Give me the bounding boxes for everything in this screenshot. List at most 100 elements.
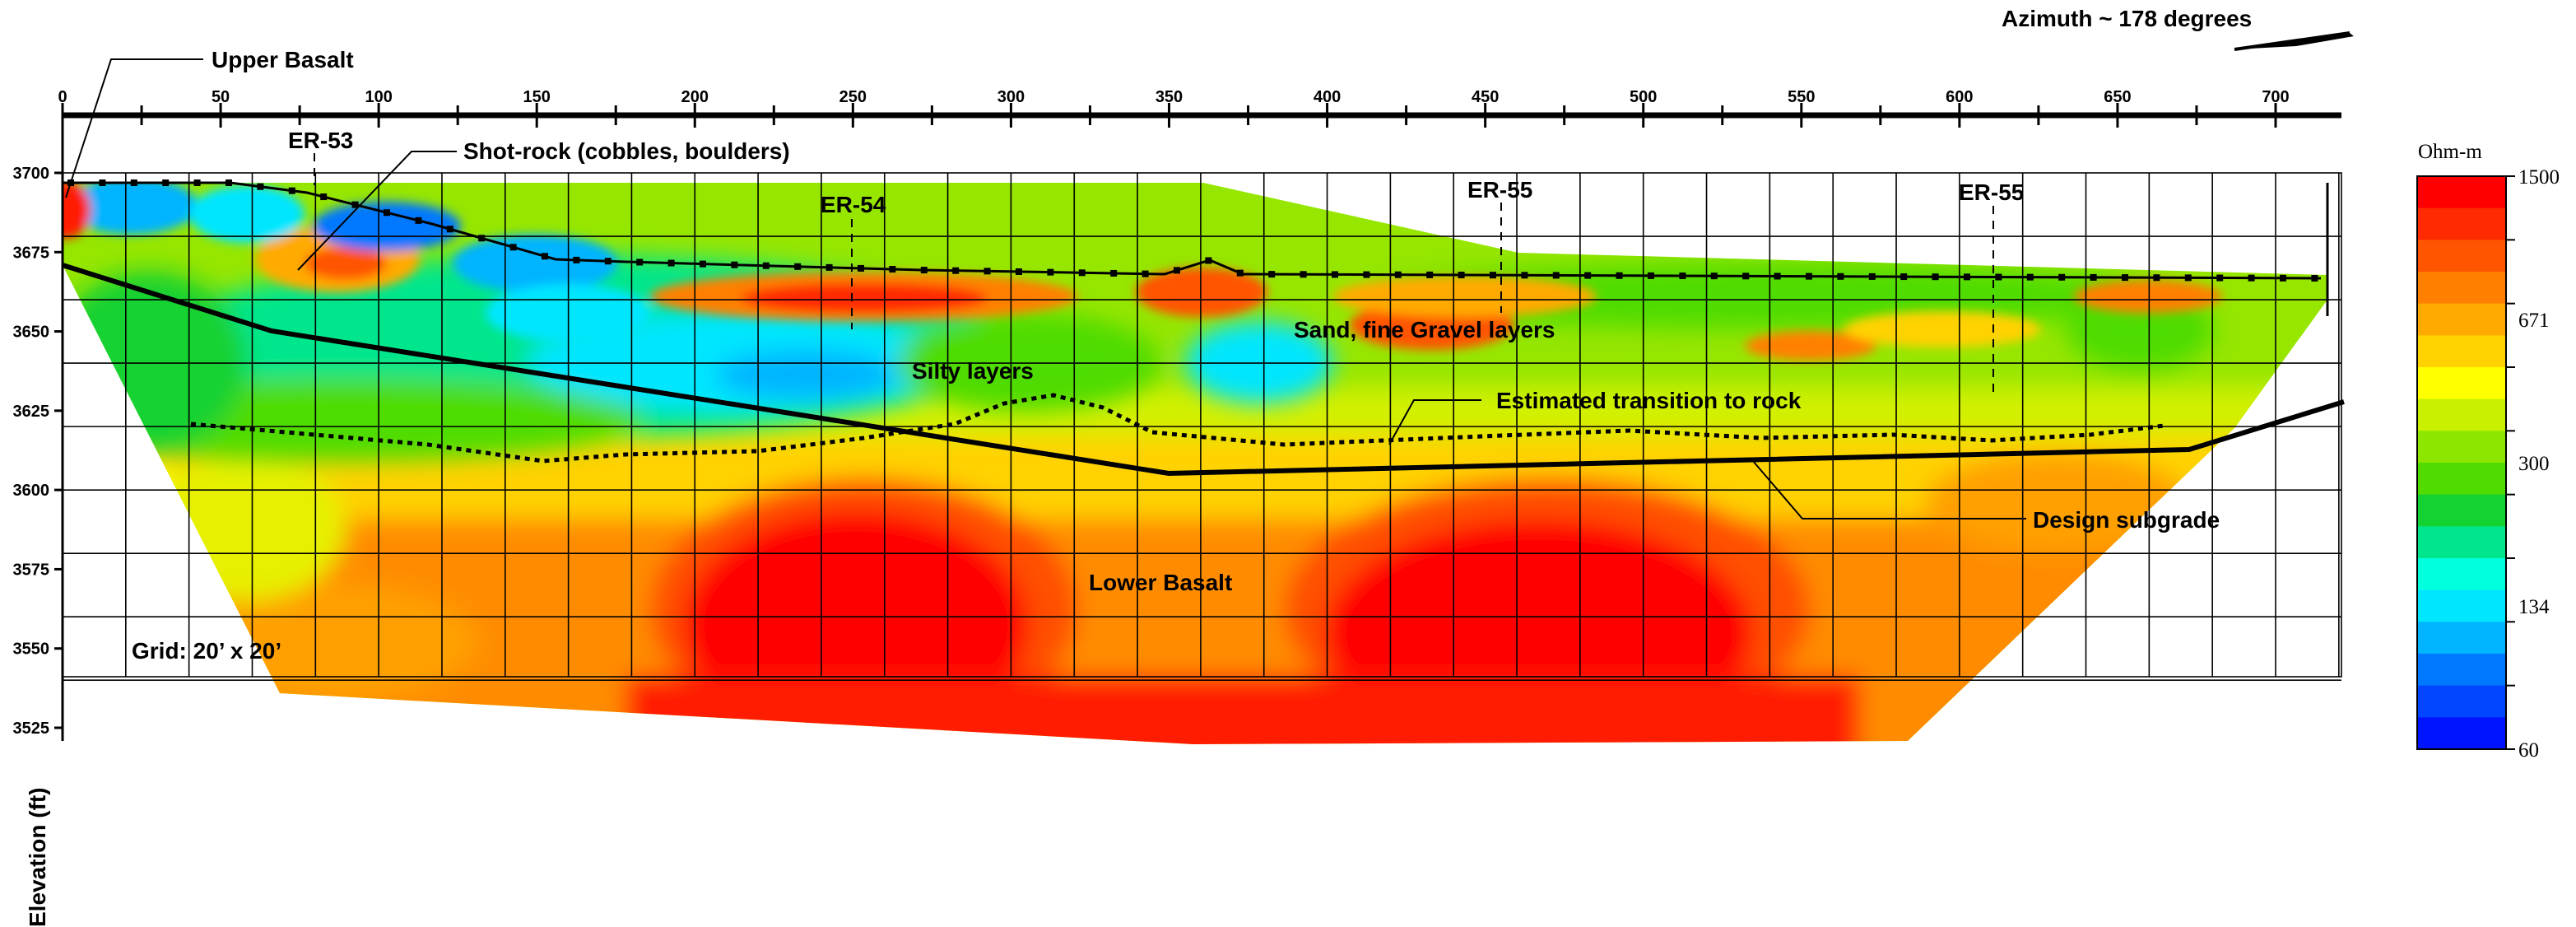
colorbar-unit: Ohm-m — [2418, 141, 2482, 163]
colorbar-swatch — [2417, 176, 2506, 209]
distance-axis: 0 50 100 150 200 250 300 350 400 450 500 550 600 650 7… — [58, 88, 2341, 128]
colorbar-label: 1500 — [2518, 166, 2560, 189]
electrode-marker — [2248, 274, 2255, 282]
colorbar-swatch — [2417, 558, 2506, 591]
label-er53: ER-53 — [288, 128, 353, 153]
distance-tick-label: 450 — [1472, 88, 1499, 106]
electrode-marker — [1995, 273, 2002, 281]
distance-tick-label: 650 — [2104, 88, 2131, 106]
colorbar-swatch — [2417, 398, 2506, 431]
colorbar-swatch — [2417, 431, 2506, 464]
electrode-marker — [920, 267, 928, 274]
label-transition: Estimated transition to rock — [1496, 388, 1802, 413]
electrode-marker — [1426, 271, 1434, 278]
electrode-marker — [1490, 272, 1496, 279]
grid — [62, 173, 2341, 682]
electrode-marker — [415, 217, 422, 224]
colorbar-swatch — [2417, 303, 2506, 336]
electrode-marker — [351, 201, 359, 208]
electrode-marker — [604, 258, 611, 265]
electrode-marker — [193, 179, 201, 186]
elevation-tick-label: 3525 — [13, 720, 50, 738]
label-lower-basalt: Lower Basalt — [1089, 570, 1232, 595]
electrode-marker — [858, 264, 864, 272]
distance-tick-label: 150 — [523, 88, 551, 106]
electrode-marker — [1394, 271, 1402, 278]
electrode-marker — [384, 209, 390, 217]
electrode-marker — [667, 259, 675, 267]
electrode-marker — [226, 179, 232, 186]
electrode-marker — [1710, 273, 1718, 280]
electrode-marker — [130, 179, 137, 186]
electrode-marker — [1268, 271, 1276, 278]
label-silty: Silty layers — [912, 358, 1034, 384]
colorbar-swatch — [2417, 685, 2506, 718]
electrode-marker — [573, 256, 580, 263]
electrode-marker — [288, 187, 295, 194]
electrode-marker — [1458, 272, 1465, 279]
electrode-marker — [1174, 267, 1180, 274]
electrode-marker — [2280, 274, 2286, 282]
distance-tick-label: 550 — [1788, 88, 1815, 106]
electrode-marker — [794, 263, 802, 270]
electrode-marker — [1837, 273, 1844, 280]
electrode-marker — [320, 193, 328, 201]
electrode-marker — [1868, 273, 1876, 280]
colorbar: Ohm-m 1500 671 300 134 60 — [2416, 141, 2560, 762]
electrode-marker — [1900, 273, 1908, 281]
elevation-tick-label: 3625 — [13, 403, 50, 421]
electrode-marker — [1774, 273, 1781, 280]
label-sand: Sand, fine Gravel layers — [1294, 317, 1555, 342]
colorbar-swatch — [2417, 494, 2506, 527]
label-er55-b: ER-55 — [1959, 179, 2024, 205]
distance-tick-label: 600 — [1946, 88, 1973, 106]
electrode-marker — [1016, 268, 1022, 275]
colorbar-label: 671 — [2518, 310, 2550, 332]
colorbar-swatch — [2417, 622, 2506, 654]
electrode-marker — [99, 179, 106, 186]
electrode-marker — [1679, 273, 1686, 280]
electrode-marker — [1616, 272, 1623, 279]
colorbar-label: 60 — [2518, 739, 2539, 762]
colorbar-swatch — [2417, 589, 2506, 622]
elevation-tick-label: 3575 — [13, 561, 50, 579]
electrode-marker — [509, 244, 517, 251]
annotations: Upper Basalt Shot-rock (cobbles, boulder… — [132, 47, 2220, 664]
distance-tick-label: 200 — [681, 88, 709, 106]
borehole-lines — [314, 153, 1994, 395]
electrode-marker — [2122, 274, 2128, 282]
electrode-marker — [478, 235, 486, 242]
distance-tick-label: 0 — [58, 88, 67, 106]
electrode-marker — [1047, 268, 1054, 276]
electrode-marker — [2058, 273, 2066, 281]
electrode-marker — [257, 183, 264, 190]
electrode-marker — [825, 263, 833, 271]
electrode-marker — [762, 262, 770, 269]
electrode-marker — [731, 261, 738, 268]
electrode-marker — [1742, 273, 1750, 280]
distance-tick-label: 100 — [365, 88, 392, 106]
colorbar-swatch — [2417, 463, 2506, 496]
elevation-tick-label: 3675 — [13, 244, 50, 262]
colorbar-swatch — [2417, 367, 2506, 400]
electrode-marker — [1332, 271, 1338, 278]
elevation-tick-label: 3650 — [13, 324, 50, 342]
grid-note: Grid: 20’ x 20’ — [132, 638, 281, 664]
electrode-marker — [1363, 271, 1370, 278]
electrode-marker — [889, 266, 896, 273]
electrode-marker — [1964, 273, 1970, 281]
electrode-marker — [1110, 269, 1118, 277]
colorbar-label: 300 — [2518, 453, 2550, 475]
electrode-marker — [700, 260, 706, 268]
electrode-marker — [2311, 274, 2318, 282]
colorbar-swatch — [2417, 654, 2506, 687]
electrode-marker — [446, 226, 453, 233]
colorbar-swatch — [2417, 717, 2506, 750]
azimuth-indicator: Azimuth ~ 178 degrees — [2002, 6, 2354, 51]
electrode-marker — [1648, 272, 1654, 279]
leader-lines — [65, 58, 2026, 519]
electrode-marker — [542, 253, 548, 260]
electrode-marker — [1078, 269, 1086, 277]
colorbar-swatch — [2417, 207, 2506, 240]
